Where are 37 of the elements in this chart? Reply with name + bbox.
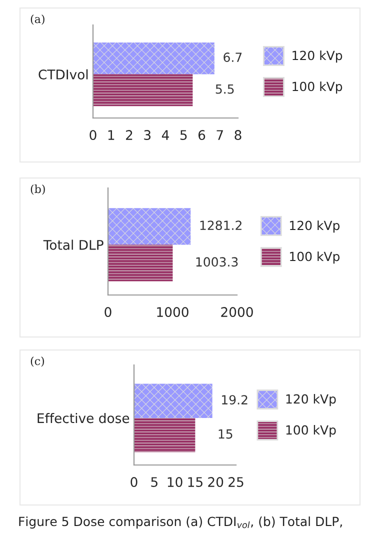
x-tick-label: 7: [216, 130, 223, 140]
data-label: 1003.3: [196, 257, 238, 267]
data-label: 5.5: [216, 84, 234, 94]
legend-label: 100 kVp: [286, 425, 336, 438]
x-tick-label: 2000: [221, 307, 253, 318]
text: (c): [30, 356, 44, 367]
x-tick-label: 5: [151, 477, 158, 488]
data-label: 15: [218, 429, 232, 439]
x-tick-label: 2: [126, 130, 132, 140]
data-label: 1281.2: [200, 220, 242, 230]
caption: Figure 5 Dose comparison (a) CTDI$_{vol}$, (b) Total DLP,: [19, 516, 342, 529]
legend-label: 120 kVp: [286, 394, 336, 406]
x-tick-label: 0: [104, 307, 112, 318]
legend-label: 120 kVp: [290, 220, 340, 233]
x-tick-label: 1000: [157, 307, 188, 318]
data-label: 19.2: [222, 395, 248, 405]
y-tick-label: CTDIvol: [38, 69, 88, 80]
x-tick-label: 5: [180, 130, 187, 140]
x-tick-label: 4: [162, 130, 169, 140]
chart-title: (a): [30, 14, 44, 25]
y-tick-label: Total DLP: [43, 240, 104, 250]
legend-label: 100 kVp: [292, 82, 342, 94]
x-tick-label: 25: [228, 477, 244, 488]
x-tick-label: 0: [130, 477, 138, 488]
x-tick-label: 0: [90, 130, 96, 140]
chart-title: (b): [30, 184, 45, 195]
legend-label: 120 kVp: [292, 50, 342, 63]
x-tick-label: 15: [188, 477, 202, 488]
x-tick-label: 10: [168, 477, 182, 488]
x-tick-label: 1: [108, 130, 114, 140]
x-tick-label: 3: [144, 130, 151, 140]
legend-label: 100 kVp: [290, 252, 340, 264]
x-tick-label: 8: [234, 130, 242, 140]
x-tick-label: 20: [208, 477, 224, 488]
y-tick-label: Effective dose: [38, 412, 130, 424]
data-label: 6.7: [224, 52, 242, 62]
x-tick-label: 6: [198, 130, 206, 140]
